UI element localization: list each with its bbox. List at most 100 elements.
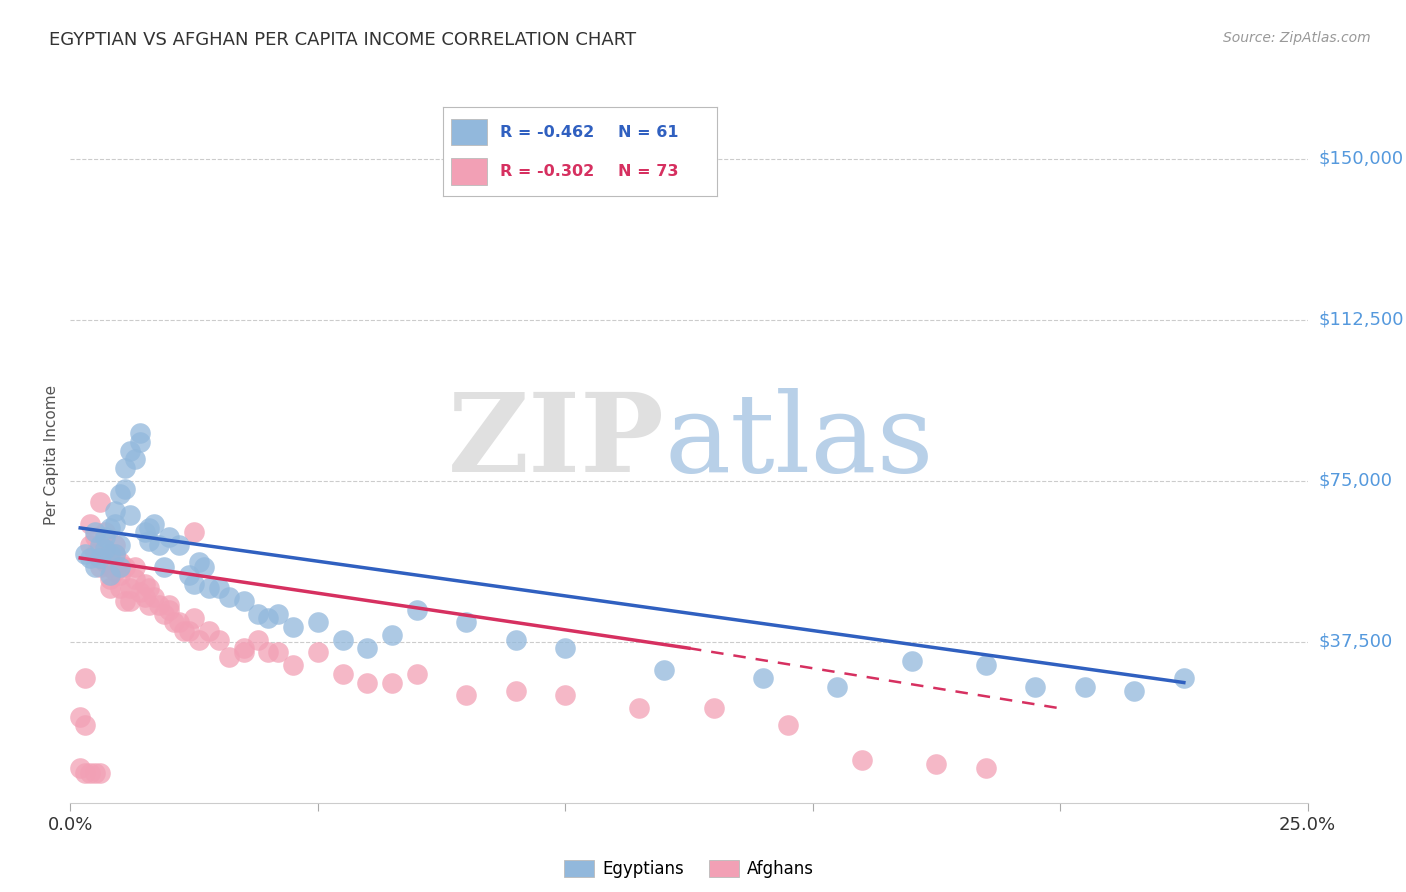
Point: [104, 516, 127, 531]
Point: [776, 718, 799, 732]
Point: [218, 649, 240, 664]
Point: [177, 568, 200, 582]
Point: [208, 632, 231, 647]
Point: [208, 581, 231, 595]
Point: [134, 525, 156, 540]
Point: [75, 718, 97, 732]
Point: [98, 547, 121, 561]
Point: [89, 495, 111, 509]
Point: [84, 529, 107, 543]
Legend: Egyptians, Afghans: Egyptians, Afghans: [557, 854, 821, 885]
Point: [198, 624, 221, 638]
Point: [79, 765, 101, 780]
Point: [79, 538, 101, 552]
Point: [703, 701, 725, 715]
Point: [257, 645, 280, 659]
Point: [124, 452, 146, 467]
Point: [108, 555, 131, 569]
Point: [104, 538, 127, 552]
Point: [138, 521, 160, 535]
Point: [94, 529, 117, 543]
Point: [381, 675, 404, 690]
Point: [84, 547, 107, 561]
Point: [98, 581, 121, 595]
Text: $150,000: $150,000: [1319, 150, 1403, 168]
Point: [94, 542, 117, 557]
Point: [505, 684, 527, 698]
Point: [89, 538, 111, 552]
Point: [974, 658, 997, 673]
Point: [108, 486, 131, 500]
Bar: [451, 119, 486, 145]
Point: [183, 611, 205, 625]
Point: [456, 689, 478, 703]
Point: [108, 538, 131, 552]
Point: [456, 615, 478, 630]
Point: [94, 542, 117, 557]
Point: [332, 667, 354, 681]
Point: [114, 483, 136, 497]
Point: [1173, 671, 1195, 685]
Text: $112,500: $112,500: [1319, 310, 1405, 328]
Point: [974, 761, 997, 775]
Point: [752, 671, 775, 685]
Point: [188, 632, 211, 647]
Point: [84, 559, 107, 574]
Text: R = -0.302: R = -0.302: [501, 164, 595, 178]
Text: N = 73: N = 73: [619, 164, 679, 178]
Point: [89, 551, 111, 566]
Point: [98, 573, 121, 587]
Text: R = -0.462: R = -0.462: [501, 125, 595, 139]
Point: [381, 628, 404, 642]
Bar: [451, 158, 486, 185]
Point: [98, 521, 121, 535]
Point: [114, 460, 136, 475]
Point: [118, 508, 141, 522]
Point: [183, 525, 205, 540]
Point: [1074, 680, 1097, 694]
Point: [405, 667, 427, 681]
Point: [94, 555, 117, 569]
Point: [232, 594, 254, 608]
Point: [124, 559, 146, 574]
Point: [356, 641, 378, 656]
Point: [104, 504, 127, 518]
Text: ZIP: ZIP: [447, 387, 664, 494]
Point: [281, 620, 304, 634]
Point: [114, 559, 136, 574]
Point: [554, 689, 576, 703]
Point: [851, 753, 873, 767]
Text: EGYPTIAN VS AFGHAN PER CAPITA INCOME CORRELATION CHART: EGYPTIAN VS AFGHAN PER CAPITA INCOME COR…: [49, 31, 637, 49]
Point: [138, 581, 160, 595]
Point: [405, 602, 427, 616]
Point: [257, 611, 280, 625]
Point: [177, 624, 200, 638]
Point: [157, 529, 180, 543]
Point: [628, 701, 651, 715]
Point: [79, 551, 101, 566]
Point: [247, 607, 270, 621]
Point: [157, 602, 180, 616]
Text: N = 61: N = 61: [619, 125, 679, 139]
Point: [1024, 680, 1046, 694]
Point: [79, 516, 101, 531]
Point: [356, 675, 378, 690]
Point: [134, 576, 156, 591]
Point: [281, 658, 304, 673]
Point: [247, 632, 270, 647]
Point: [332, 632, 354, 647]
Point: [89, 551, 111, 566]
Point: [108, 568, 131, 582]
Point: [84, 525, 107, 540]
Point: [827, 680, 849, 694]
Text: atlas: atlas: [664, 387, 934, 494]
Point: [188, 555, 211, 569]
Point: [89, 559, 111, 574]
Text: $37,500: $37,500: [1319, 632, 1393, 651]
Point: [173, 624, 195, 638]
Point: [218, 590, 240, 604]
Point: [153, 607, 176, 621]
Point: [505, 632, 527, 647]
Point: [128, 435, 150, 450]
Point: [108, 581, 131, 595]
